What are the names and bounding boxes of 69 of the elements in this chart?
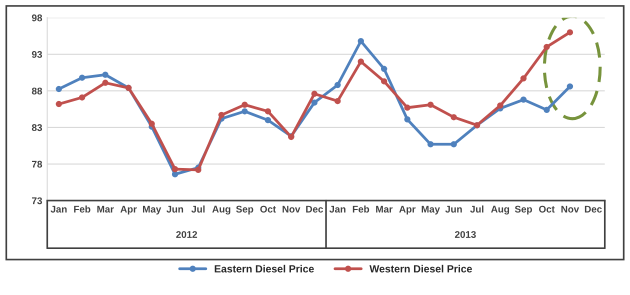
point (358, 38, 364, 44)
text: 2012 (176, 231, 198, 238)
y-tick-label: 98 (32, 14, 42, 22)
point (172, 166, 178, 172)
x-tick-label: Nov (282, 206, 300, 213)
y-tick-label: 73 (32, 197, 42, 204)
point (172, 171, 178, 178)
point (450, 141, 457, 148)
x-tick-label: Jun (445, 206, 462, 213)
x-tick-label: Aug (491, 206, 510, 215)
x-tick-label: Jul (191, 205, 205, 213)
x-tick-label: Apr (120, 206, 137, 215)
point (544, 44, 550, 50)
x-tick-label: Dec (584, 206, 602, 213)
point (102, 72, 108, 78)
text: 2013 (454, 231, 476, 238)
point (311, 90, 318, 97)
x-tick-label: Apr (399, 206, 416, 215)
point (148, 120, 155, 127)
x-tick-label: Mar (97, 206, 114, 213)
y-tick-label: 78 (32, 160, 42, 168)
point (56, 100, 62, 108)
point (334, 98, 341, 104)
x-tick-label: Oct (260, 206, 276, 213)
x-tick-label: Aug (212, 206, 230, 215)
y-tick-label: 93 (32, 51, 42, 58)
point (242, 102, 248, 108)
point (380, 78, 388, 84)
x-tick-label: Sep (514, 206, 532, 215)
point (427, 102, 434, 108)
point (311, 99, 318, 106)
x-tick-label: May (142, 206, 162, 215)
point (497, 102, 504, 109)
x-tick-label: Jun (166, 206, 184, 213)
x-tick-label: Oct (539, 206, 555, 213)
x-tick-label: Jan (329, 206, 346, 213)
point (404, 104, 410, 111)
legend-label: Eastern Diesel Price (214, 264, 314, 272)
point (358, 58, 364, 65)
x-tick-label: Sep (236, 206, 254, 215)
x-tick-label: May (422, 206, 440, 215)
point (218, 112, 225, 118)
point (520, 75, 527, 82)
y-tick-label: 83 (32, 124, 42, 132)
point (450, 114, 457, 120)
point (56, 86, 62, 92)
x-tick-label: Jan (50, 206, 67, 213)
y-tick-label: 88 (32, 88, 42, 94)
point (544, 106, 550, 114)
point (78, 74, 86, 81)
point (264, 108, 272, 114)
x-tick-label: Feb (352, 205, 370, 213)
point (566, 29, 574, 36)
point (404, 116, 410, 123)
x-tick-label: Dec (306, 206, 324, 213)
point (78, 94, 86, 101)
x-tick-label: Jul (470, 205, 484, 213)
point (380, 66, 388, 72)
point (566, 83, 574, 90)
point (334, 82, 341, 88)
x-tick-label: Nov (561, 206, 580, 213)
point (427, 141, 434, 148)
point (520, 96, 527, 103)
x-tick-label: Mar (376, 206, 393, 213)
legend-label: Western Diesel Price (369, 264, 472, 272)
point (102, 80, 108, 86)
point (242, 108, 248, 114)
point (264, 117, 272, 124)
x-tick-label: Feb (74, 205, 90, 213)
